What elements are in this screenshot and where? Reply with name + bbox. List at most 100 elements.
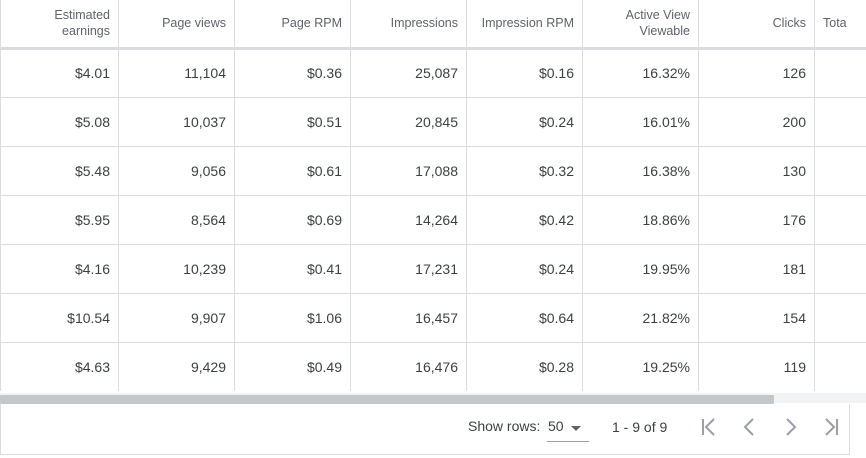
dropdown-caret-icon [571,426,581,431]
table-cell: 200 [698,97,815,147]
column-header-clicks[interactable]: Clicks [698,0,815,50]
table-cell [814,244,866,294]
table-cell: $0.16 [466,48,583,98]
table-cell: 16.38% [582,146,699,196]
report-table-container: Estimated earnings Page views Page RPM I… [0,0,866,391]
table-row: $4.16 10,239 $0.41 17,231 $0.24 19.95% 1… [0,244,866,294]
next-page-button[interactable] [778,414,802,440]
table-cell: $0.41 [234,244,351,294]
rows-per-page-select[interactable]: 50 [547,412,589,442]
column-header-line: Tota [823,16,847,31]
column-header-line: Estimated [54,8,110,23]
column-header-line: Impressions [390,16,458,31]
column-header-impression-rpm[interactable]: Impression RPM [466,0,583,50]
column-header-page-rpm[interactable]: Page RPM [234,0,351,50]
table-header-row: Estimated earnings Page views Page RPM I… [0,0,866,50]
table-cell: $10.54 [0,293,119,343]
table-cell: 8,564 [118,195,235,245]
pagination-bar: Show rows: 50 1 - 9 of 9 [0,404,850,455]
table-cell: $4.01 [0,48,119,98]
table-cell [814,195,866,245]
last-page-button[interactable] [818,414,842,440]
table-cell: 126 [698,48,815,98]
table-row: $4.01 11,104 $0.36 25,087 $0.16 16.32% 1… [0,48,866,98]
table-cell: 130 [698,146,815,196]
column-header-line: Impression RPM [481,16,574,31]
table-cell: 17,088 [350,146,467,196]
table-cell [814,48,866,98]
table-cell [814,97,866,147]
table-cell: 119 [698,342,815,391]
table-cell: 16,476 [350,342,467,391]
table-row: $5.95 8,564 $0.69 14,264 $0.42 18.86% 17… [0,195,866,245]
show-rows-label: Show rows: [468,418,541,434]
table-cell: $0.24 [466,244,583,294]
table-cell: 16,457 [350,293,467,343]
column-header-estimated-earnings[interactable]: Estimated earnings [0,0,119,50]
table-row: $10.54 9,907 $1.06 16,457 $0.64 21.82% 1… [0,293,866,343]
table-cell: $1.06 [234,293,351,343]
first-page-button[interactable] [698,414,722,440]
table-cell: $0.51 [234,97,351,147]
column-header-line: earnings [62,24,110,39]
table-cell: 16.32% [582,48,699,98]
horizontal-scrollbar-thumb[interactable] [0,395,774,404]
table-row: $4.63 9,429 $0.49 16,476 $0.28 19.25% 11… [0,342,866,391]
table-cell: 25,087 [350,48,467,98]
table-row: $5.08 10,037 $0.51 20,845 $0.24 16.01% 2… [0,97,866,147]
previous-page-icon [743,418,754,436]
table-cell: 14,264 [350,195,467,245]
table-cell: $0.42 [466,195,583,245]
table-cell: 9,907 [118,293,235,343]
table-row: $5.48 9,056 $0.61 17,088 $0.32 16.38% 13… [0,146,866,196]
table-cell: $0.49 [234,342,351,391]
column-header-active-view-viewable[interactable]: Active View Viewable [582,0,699,50]
table-cell: 176 [698,195,815,245]
table-cell: 11,104 [118,48,235,98]
table-cell: $0.69 [234,195,351,245]
column-header-line: Active View [625,8,690,23]
table-cell: 19.25% [582,342,699,391]
table-cell: $0.64 [466,293,583,343]
previous-page-button[interactable] [738,414,762,440]
table-cell: $5.95 [0,195,119,245]
table-cell: $0.32 [466,146,583,196]
table-cell: 10,037 [118,97,235,147]
table-cell: 9,429 [118,342,235,391]
column-header-line: Page views [162,16,226,31]
pagination-range: 1 - 9 of 9 [612,419,668,435]
table-cell: $0.61 [234,146,351,196]
table-cell: $0.36 [234,48,351,98]
table-cell: 19.95% [582,244,699,294]
table-cell: 9,056 [118,146,235,196]
report-table: Estimated earnings Page views Page RPM I… [0,0,866,391]
table-cell: $0.24 [466,97,583,147]
rows-per-page-value: 50 [548,418,564,434]
column-header-line: Clicks [772,16,806,31]
table-cell: 10,239 [118,244,235,294]
table-cell: 20,845 [350,97,467,147]
table-cell: 21.82% [582,293,699,343]
table-cell [814,146,866,196]
column-header-total-truncated[interactable]: Tota [814,0,866,50]
column-header-page-views[interactable]: Page views [118,0,235,50]
table-cell: 154 [698,293,815,343]
table-cell: 16.01% [582,97,699,147]
table-cell: 18.86% [582,195,699,245]
page-edge [851,404,866,458]
table-cell: $5.08 [0,97,119,147]
last-page-icon [825,418,838,436]
first-page-icon [702,418,715,436]
table-cell: $0.28 [466,342,583,391]
column-header-impressions[interactable]: Impressions [350,0,467,50]
table-cell [814,293,866,343]
next-page-icon [786,418,797,436]
table-cell: 181 [698,244,815,294]
column-header-line: Viewable [639,24,690,39]
table-cell: 17,231 [350,244,467,294]
column-header-line: Page RPM [281,16,342,31]
table-cell: $4.63 [0,342,119,391]
table-cell: $4.16 [0,244,119,294]
table-cell [815,342,866,391]
table-cell: $5.48 [0,146,119,196]
